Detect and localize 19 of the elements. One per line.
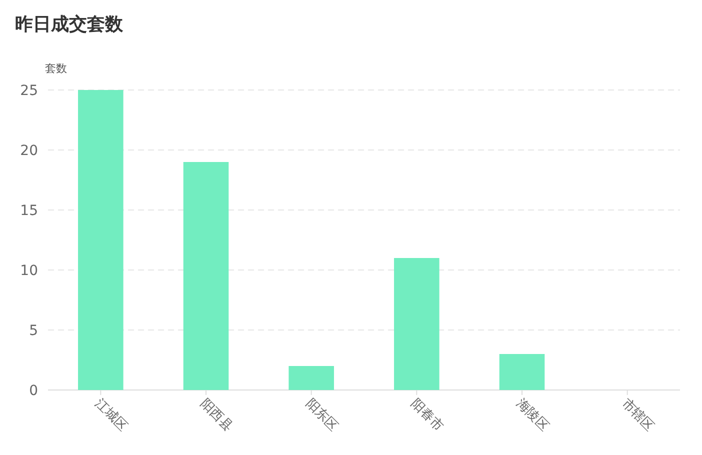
y-tick-label: 5	[29, 323, 38, 339]
chart-title: 昨日成交套数	[15, 14, 124, 35]
bar	[288, 366, 334, 390]
bar	[183, 162, 229, 390]
bar	[78, 90, 124, 390]
x-tick-label: 海陵区	[513, 396, 552, 434]
x-tick-label: 江城区	[92, 396, 130, 434]
x-tick-label: 阳春市	[408, 396, 446, 434]
bar	[394, 258, 440, 390]
y-tick-label: 15	[20, 203, 38, 219]
y-axis-title: 套数	[45, 62, 67, 75]
x-tick-label: 阳西县	[197, 396, 236, 434]
y-tick-label: 0	[29, 383, 38, 399]
x-tick-label: 阳东区	[302, 396, 341, 434]
bar	[499, 354, 545, 390]
y-tick-label: 10	[20, 263, 38, 279]
y-tick-label: 20	[20, 143, 38, 159]
y-tick-label: 25	[20, 83, 38, 99]
x-tick-label: 市辖区	[618, 396, 657, 434]
